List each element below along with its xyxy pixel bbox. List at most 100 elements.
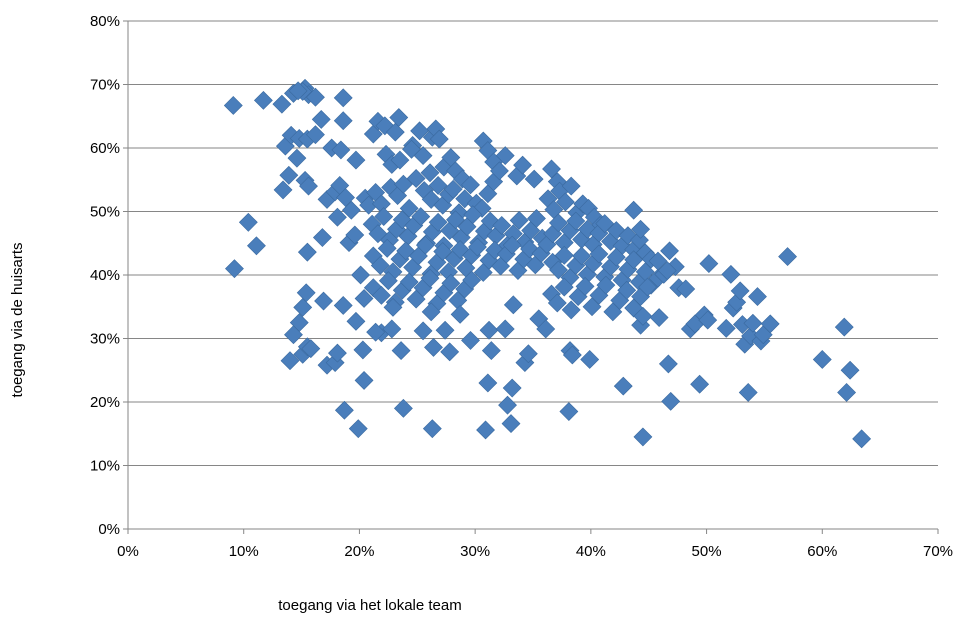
data-point [738,383,758,402]
data-point [527,209,546,228]
data-point [440,342,460,362]
data-point [225,259,244,279]
x-tick-label: 0% [117,543,139,560]
data-point [648,251,668,271]
data-point [495,146,515,166]
data-point [649,308,669,327]
data-point [420,163,440,183]
data-point [279,165,299,185]
data-point [561,300,581,320]
data-point [721,264,741,284]
data-point [554,245,574,265]
data-point [760,314,780,334]
data-point [223,96,243,115]
data-point [495,319,515,339]
data-point [333,111,353,131]
data-point [346,150,366,170]
data-point [660,241,679,261]
data-point [238,212,258,232]
data-point [390,150,410,170]
data-point [272,94,292,114]
data-point [312,228,332,247]
data-point [509,210,529,230]
data-point [421,302,441,322]
data-point [580,350,600,369]
data-point [631,219,651,239]
data-point [333,88,353,108]
axes [123,20,939,534]
data-point [370,256,390,275]
data-point [743,313,763,333]
data-point [559,402,579,421]
data-point [354,370,374,390]
data-point [463,205,483,225]
data-point [503,295,523,315]
data-point [778,247,797,267]
data-point [501,414,521,434]
data-point [699,254,719,273]
data-point [461,330,480,350]
x-tick-label: 40% [576,543,606,560]
data-point [288,81,308,101]
data-point [476,420,495,440]
data-point [518,344,538,364]
data-point [411,207,431,227]
data-point [502,378,522,398]
data-point [840,360,860,380]
data-point [638,277,657,297]
y-tick-label: 0% [98,521,120,538]
data-point [478,373,498,393]
data-point [536,319,556,339]
data-point [301,339,321,359]
data-point [296,283,316,303]
data-point [351,265,371,285]
data-point [595,214,615,233]
data-point [492,216,512,235]
data-point [371,285,391,305]
data-point [284,325,303,345]
x-axis-title: toegang via het lokale team [278,597,461,614]
data-point [566,211,586,231]
data-point [490,161,509,181]
data-point [498,395,517,415]
data-point [410,121,430,141]
data-point [549,213,568,233]
data-point [748,287,767,307]
data-point [328,207,347,227]
data-point [293,297,313,317]
data-point [575,277,595,296]
data-point [549,260,568,280]
data-point [435,320,455,340]
data-point [341,200,361,220]
data-point [333,296,353,315]
data-point [633,306,653,326]
data-point [383,297,403,317]
x-tick-label: 10% [229,543,259,560]
data-point [547,293,567,313]
y-tick-labels: 0% 10% 20% 30% 40% 50% 60% 70% 80% [90,13,120,538]
data-point [331,140,351,160]
data-point [481,341,501,360]
data-point [852,429,872,449]
data-point [837,383,857,402]
data-point [441,273,461,293]
data-point [443,179,463,199]
data-point [377,238,397,258]
data-point [374,207,394,227]
data-point [542,159,561,179]
data-point [572,246,592,266]
data-point [446,210,465,230]
y-axis-title: toegang via de huisarts [9,242,26,397]
data-point [555,192,575,212]
data-point [413,321,433,341]
data-point [428,212,448,232]
data-point [624,200,644,220]
data-point [345,225,365,245]
data-point [287,148,307,168]
x-tick-label: 50% [692,543,722,560]
data-point [378,271,398,291]
data-point [428,176,448,195]
data-point [399,272,419,292]
data-point [420,268,440,288]
x-tick-label: 70% [923,543,953,560]
